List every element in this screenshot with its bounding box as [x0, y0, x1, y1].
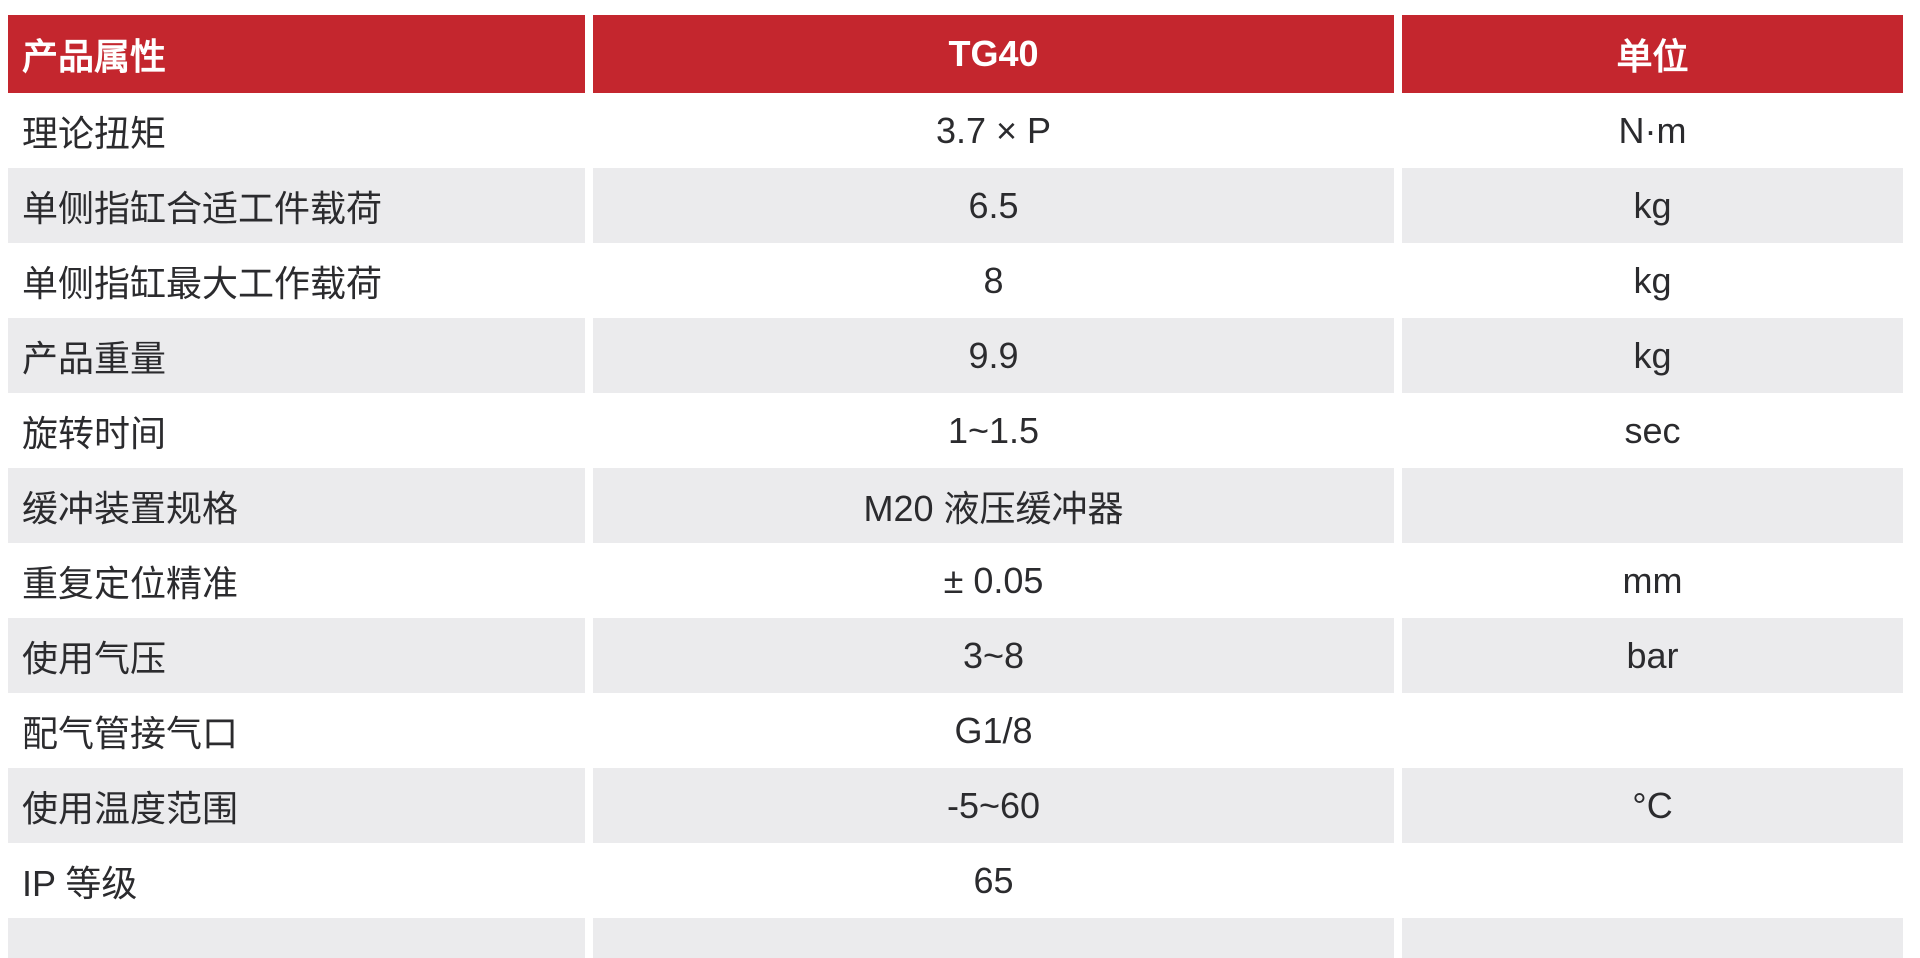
header-cell-model: TG40 [593, 15, 1394, 93]
spec-unit: sec [1402, 393, 1903, 468]
spec-value: 8 [593, 243, 1394, 318]
spec-unit: N·m [1402, 93, 1903, 168]
spec-value: -5~60 [593, 768, 1394, 843]
header-cell-property: 产品属性 [8, 15, 585, 93]
spec-label: 配气管接气口 [8, 693, 585, 768]
spec-row-air-port: 配气管接气口 G1/8 [8, 693, 1903, 768]
spec-unit: bar [1402, 618, 1903, 693]
spec-value: 9.9 [593, 318, 1394, 393]
spec-value: 6.5 [593, 168, 1394, 243]
spec-label: 使用气压 [8, 618, 585, 693]
spec-unit: kg [1402, 243, 1903, 318]
spec-unit: °C [1402, 768, 1903, 843]
spec-unit [1402, 468, 1903, 543]
spec-unit: kg [1402, 318, 1903, 393]
spec-label: 产品重量 [8, 318, 585, 393]
spec-row-operating-temperature: 使用温度范围 -5~60 °C [8, 768, 1903, 843]
spec-label: 缓冲装置规格 [8, 468, 585, 543]
spec-label: 理论扭矩 [8, 93, 585, 168]
spec-row-partial-clipped [8, 918, 1903, 958]
product-spec-table: 产品属性 TG40 单位 理论扭矩 3.7 × P N·m 单侧指缸合适工件载荷… [0, 15, 1911, 958]
spec-value: G1/8 [593, 693, 1394, 768]
spec-unit [1402, 918, 1903, 958]
spec-row-repeat-accuracy: 重复定位精准 ± 0.05 mm [8, 543, 1903, 618]
spec-value: 3~8 [593, 618, 1394, 693]
spec-value [593, 918, 1394, 958]
spec-label: IP 等级 [8, 843, 585, 918]
spec-label: 单侧指缸合适工件载荷 [8, 168, 585, 243]
spec-value: 65 [593, 843, 1394, 918]
spec-row-buffer-spec: 缓冲装置规格 M20 液压缓冲器 [8, 468, 1903, 543]
header-cell-unit: 单位 [1402, 15, 1903, 93]
spec-row-max-working-load: 单侧指缸最大工作载荷 8 kg [8, 243, 1903, 318]
spec-label: 重复定位精准 [8, 543, 585, 618]
spec-unit: mm [1402, 543, 1903, 618]
spec-label: 旋转时间 [8, 393, 585, 468]
spec-unit [1402, 843, 1903, 918]
spec-unit [1402, 693, 1903, 768]
spec-label: 使用温度范围 [8, 768, 585, 843]
spec-unit: kg [1402, 168, 1903, 243]
spec-value: 1~1.5 [593, 393, 1394, 468]
spec-row-theoretical-torque: 理论扭矩 3.7 × P N·m [8, 93, 1903, 168]
spec-value: 3.7 × P [593, 93, 1394, 168]
spec-row-operating-pressure: 使用气压 3~8 bar [8, 618, 1903, 693]
spec-row-ip-rating: IP 等级 65 [8, 843, 1903, 918]
spec-value: ± 0.05 [593, 543, 1394, 618]
spec-row-rotation-time: 旋转时间 1~1.5 sec [8, 393, 1903, 468]
spec-label: 单侧指缸最大工作载荷 [8, 243, 585, 318]
spec-header-row: 产品属性 TG40 单位 [8, 15, 1903, 93]
spec-row-product-weight: 产品重量 9.9 kg [8, 318, 1903, 393]
spec-value: M20 液压缓冲器 [593, 468, 1394, 543]
spec-label [8, 918, 585, 958]
spec-row-suitable-workpiece-load: 单侧指缸合适工件载荷 6.5 kg [8, 168, 1903, 243]
